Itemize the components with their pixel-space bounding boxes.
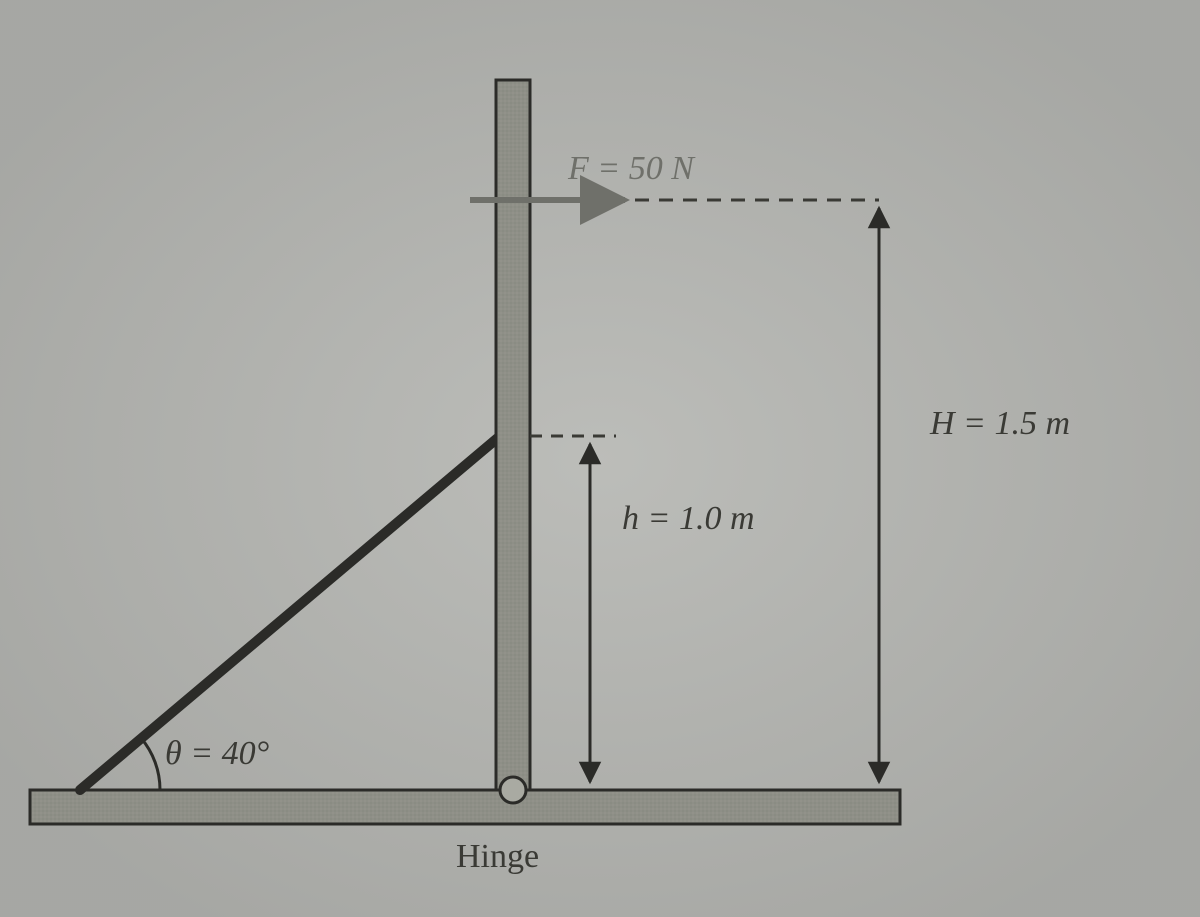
dimension-H-label: H = 1.5 m <box>930 405 1070 443</box>
hinge-pin <box>500 777 526 803</box>
dimension-h-label: h = 1.0 m <box>622 500 755 538</box>
force-label: F = 50 N <box>568 150 694 188</box>
diagram-stage: θ = 40° Hinge F = 50 N h = 1.0 m H = 1.5… <box>0 0 1200 917</box>
diagram-svg <box>0 0 1200 917</box>
angle-arc <box>141 738 160 790</box>
vertical-post <box>496 80 530 790</box>
hinge-label: Hinge <box>456 838 539 876</box>
brace-rod <box>80 436 500 790</box>
theta-label: θ = 40° <box>165 735 269 773</box>
ground-bar <box>30 790 900 824</box>
